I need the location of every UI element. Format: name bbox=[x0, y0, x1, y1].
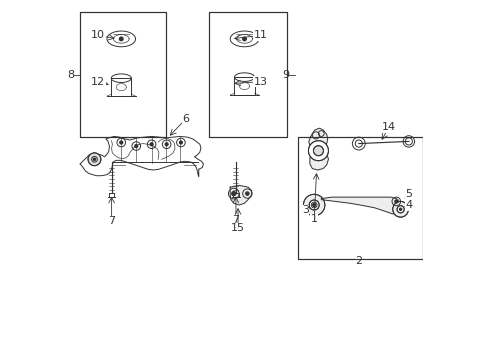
Circle shape bbox=[242, 37, 246, 41]
Text: 10: 10 bbox=[91, 30, 105, 40]
Circle shape bbox=[120, 141, 122, 144]
Text: 13: 13 bbox=[253, 77, 267, 87]
Bar bbox=[234, 77, 254, 95]
Circle shape bbox=[396, 206, 404, 213]
Bar bbox=[111, 78, 131, 96]
Circle shape bbox=[312, 203, 315, 206]
Circle shape bbox=[150, 143, 153, 146]
Circle shape bbox=[93, 158, 95, 160]
Circle shape bbox=[399, 208, 401, 210]
Circle shape bbox=[179, 141, 182, 144]
Text: 11: 11 bbox=[253, 30, 267, 40]
Bar bbox=[208, 12, 287, 137]
Circle shape bbox=[165, 143, 168, 146]
Circle shape bbox=[135, 145, 138, 148]
Bar bbox=[208, 12, 287, 137]
Circle shape bbox=[88, 153, 101, 166]
Text: 15: 15 bbox=[231, 223, 244, 233]
Text: 5: 5 bbox=[405, 189, 411, 199]
Bar bbox=[80, 12, 165, 137]
Text: 4: 4 bbox=[405, 200, 411, 210]
Text: 1: 1 bbox=[310, 214, 317, 224]
Circle shape bbox=[392, 202, 407, 217]
Circle shape bbox=[231, 192, 235, 196]
Bar bbox=[80, 12, 165, 137]
Circle shape bbox=[303, 194, 324, 216]
Text: 7: 7 bbox=[232, 215, 239, 225]
Bar bbox=[298, 137, 422, 258]
Polygon shape bbox=[321, 197, 402, 214]
Text: 7: 7 bbox=[108, 216, 115, 226]
Bar bbox=[298, 137, 422, 258]
Text: 14: 14 bbox=[381, 122, 395, 132]
Text: 9: 9 bbox=[282, 69, 288, 80]
Circle shape bbox=[119, 37, 123, 41]
Text: 3: 3 bbox=[301, 205, 308, 215]
Polygon shape bbox=[308, 128, 328, 170]
Circle shape bbox=[245, 192, 248, 195]
Text: 12: 12 bbox=[91, 77, 105, 87]
Circle shape bbox=[308, 141, 328, 161]
Circle shape bbox=[394, 200, 397, 203]
Circle shape bbox=[308, 200, 319, 210]
Text: 2: 2 bbox=[354, 256, 362, 266]
Text: 6: 6 bbox=[182, 114, 189, 124]
Text: 8: 8 bbox=[67, 69, 75, 80]
Circle shape bbox=[313, 146, 323, 156]
Polygon shape bbox=[230, 185, 251, 205]
